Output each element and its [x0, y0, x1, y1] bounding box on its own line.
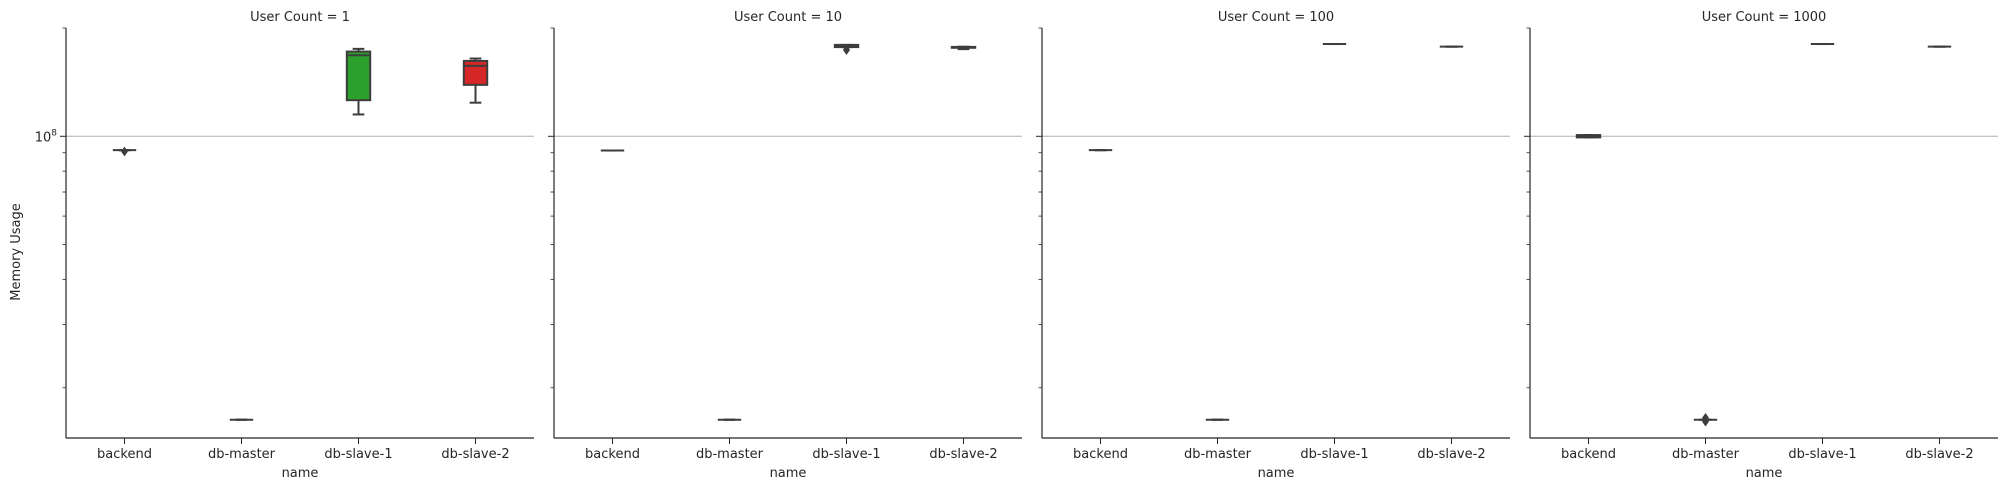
x-tick-label: db-slave-1 [1300, 447, 1368, 462]
x-tick-label: backend [585, 447, 640, 462]
box-db-slave-2 [462, 57, 489, 104]
y-tick-label: 108 [35, 128, 58, 145]
box-db-slave-1 [833, 43, 860, 55]
box-iqr [462, 59, 489, 86]
x-tick-label: db-master [696, 447, 764, 462]
facet-panel-2: User Count = 10 name backend db-master db-sl… [548, 10, 1022, 481]
panel-title: User Count = 10 [734, 10, 842, 25]
x-tick-label: db-master [1184, 447, 1252, 462]
x-tick-label: backend [1073, 447, 1128, 462]
facet-panel-1: 108 User Count = 1 name backend db-master db-… [35, 10, 534, 481]
x-tick-label: db-slave-2 [1905, 447, 1973, 462]
facet-panel-3: User Count = 100 name backend db-master db-s… [1036, 10, 1510, 481]
x-tick-label: db-master [208, 447, 276, 462]
x-tick-label: db-slave-1 [812, 447, 880, 462]
x-tick-label: db-master [1672, 447, 1740, 462]
facet-panels: 108 User Count = 1 name backend db-master db-… [35, 10, 1998, 481]
box-backend [112, 146, 137, 157]
facet-panel-4: User Count = 1000 name backend db-master db-… [1524, 10, 1998, 481]
box-db-master [1693, 412, 1718, 427]
outlier-point [1702, 412, 1709, 423]
x-axis-label: name [1746, 466, 1783, 481]
x-tick-label: backend [97, 447, 152, 462]
outlier-point [843, 44, 850, 55]
box-backend [1575, 134, 1602, 139]
x-axis-label: name [282, 466, 319, 481]
panel-title: User Count = 1000 [1702, 10, 1827, 25]
x-tick-label: db-slave-1 [324, 447, 392, 462]
outlier-point [121, 146, 128, 157]
panel-title: User Count = 1 [250, 10, 350, 25]
box-db-slave-1 [345, 47, 372, 116]
x-axis-label: name [770, 466, 807, 481]
x-tick-label: db-slave-2 [1417, 447, 1485, 462]
panel-title: User Count = 100 [1218, 10, 1334, 25]
x-tick-label: db-slave-2 [441, 447, 509, 462]
y-axis-label: Memory Usage [9, 203, 24, 301]
box-db-slave-2 [950, 45, 977, 51]
box-iqr [345, 50, 372, 102]
x-axis-label: name [1258, 466, 1295, 481]
x-tick-label: db-slave-1 [1788, 447, 1856, 462]
x-tick-label: db-slave-2 [929, 447, 997, 462]
x-tick-label: backend [1561, 447, 1616, 462]
